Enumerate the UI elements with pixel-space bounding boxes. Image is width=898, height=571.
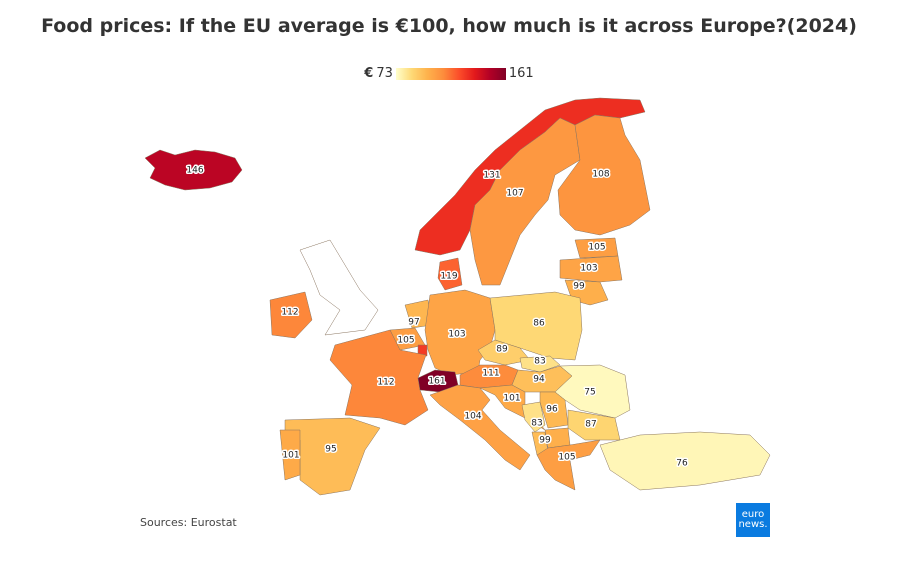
label-bosnia: 83 [531, 419, 542, 429]
label-italy: 104 [464, 412, 481, 422]
label-croatia: 101 [503, 394, 520, 404]
country-bosnia[interactable] [521, 401, 546, 433]
label-serbia: 96 [546, 405, 558, 415]
label-austria: 111 [482, 369, 499, 379]
label-lithuania: 99 [573, 282, 585, 292]
legend-gradient [395, 67, 506, 80]
map-title: Food prices: If the EU average is €100, … [41, 15, 857, 37]
country-greece[interactable] [536, 439, 601, 491]
source-note: Sources: Eurostat [140, 516, 237, 529]
label-iceland: 146 [186, 166, 203, 176]
legend-max: 161 [508, 66, 534, 81]
label-romania: 75 [584, 388, 595, 398]
label-belgium: 105 [397, 336, 414, 346]
label-bulgaria: 87 [585, 420, 596, 430]
label-finland: 108 [592, 170, 609, 180]
label-ireland: 112 [281, 308, 298, 318]
country-bulgaria[interactable] [567, 409, 621, 441]
label-switzerland: 161 [428, 377, 445, 387]
country-turkey[interactable] [599, 431, 771, 491]
country-france[interactable] [329, 329, 429, 426]
label-poland: 86 [533, 319, 545, 329]
legend-currency: € [364, 66, 374, 81]
country-finland[interactable] [557, 114, 651, 236]
label-norway: 131 [483, 171, 500, 181]
label-north-macedonia: 99 [539, 436, 551, 446]
country-slovakia[interactable] [519, 355, 561, 373]
label-sweden: 107 [506, 189, 523, 199]
label-germany: 103 [448, 330, 465, 340]
logo-line-1: euro [741, 509, 765, 520]
label-latvia: 103 [580, 264, 597, 274]
country-luxembourg[interactable] [417, 344, 428, 357]
label-turkey: 76 [676, 459, 688, 469]
country-iceland[interactable] [144, 149, 243, 191]
country-poland[interactable] [489, 291, 583, 361]
color-legend: € 73 161 [0, 66, 898, 81]
euronews-logo: euro news. [736, 503, 770, 537]
country-uk-no-data[interactable] [299, 239, 379, 336]
country-denmark[interactable] [437, 257, 463, 291]
label-portugal: 101 [282, 451, 299, 461]
country-portugal[interactable] [279, 429, 301, 481]
label-hungary: 94 [533, 375, 545, 385]
country-ireland[interactable] [269, 291, 313, 339]
label-denmark: 119 [440, 272, 457, 282]
label-netherlands: 97 [408, 318, 419, 328]
label-czechia: 89 [496, 345, 508, 355]
logo-line-2: news. [738, 519, 768, 530]
label-spain: 95 [325, 445, 336, 455]
legend-min: 73 [376, 66, 393, 81]
country-romania[interactable] [554, 364, 631, 419]
country-latvia[interactable] [559, 255, 623, 283]
label-estonia: 105 [588, 243, 605, 253]
label-slovakia: 83 [534, 357, 545, 367]
label-france: 112 [377, 378, 394, 388]
country-sweden[interactable] [469, 117, 581, 286]
label-greece: 105 [558, 453, 575, 463]
